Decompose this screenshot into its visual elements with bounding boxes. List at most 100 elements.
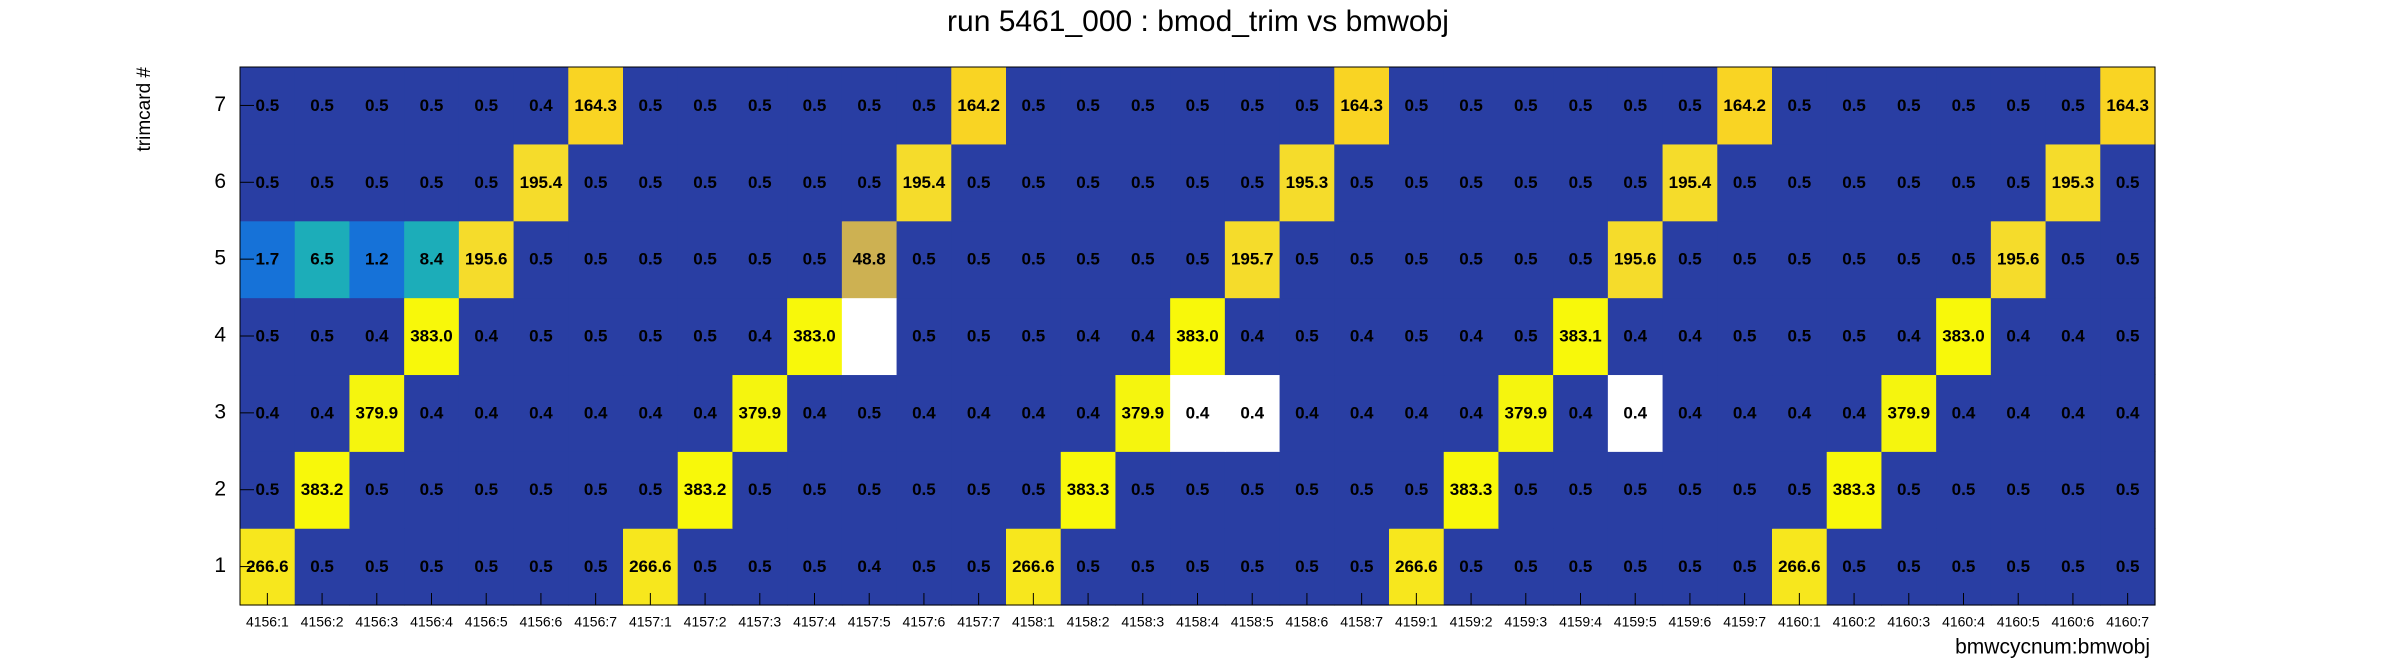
cell (1990, 297, 2047, 376)
cell-label: 0.4 (857, 557, 881, 576)
cell-label: 0.5 (1405, 250, 1429, 269)
cell-label: 0.5 (1733, 250, 1757, 269)
cell (458, 451, 515, 529)
cell-label: 0.5 (748, 96, 772, 115)
cell-label: 0.4 (1623, 326, 1647, 345)
cell (1772, 374, 1828, 452)
x-tick-label: 4157:6 (903, 614, 946, 630)
cell-label: 0.5 (1022, 326, 1046, 345)
cell-label: 0.4 (1076, 326, 1100, 345)
cell-label: 0.5 (693, 326, 717, 345)
x-tick-label: 4159:5 (1614, 614, 1657, 630)
cell-label: 0.4 (1405, 403, 1429, 422)
cell-label: 0.5 (1897, 557, 1921, 576)
cell (1498, 67, 1554, 145)
x-tick-label: 4157:4 (793, 614, 836, 630)
cell-label: 0.5 (1952, 480, 1976, 499)
cell (2100, 374, 2156, 452)
cell-label: 164.3 (574, 96, 617, 115)
cell (1170, 67, 1226, 145)
cell (951, 220, 1007, 299)
y-tick-label: 3 (214, 400, 226, 423)
cell-label: 0.5 (1076, 173, 1100, 192)
cell (841, 451, 898, 529)
cell-label: 0.5 (584, 557, 608, 576)
cell-label: 266.6 (1395, 557, 1438, 576)
cell (1662, 374, 1718, 452)
x-tick-label: 4156:5 (465, 614, 508, 630)
cell-label: 0.5 (1897, 250, 1921, 269)
cell-label: 0.4 (1678, 326, 1702, 345)
cell-label: 0.5 (1350, 557, 1374, 576)
cell (1607, 220, 1664, 299)
cell-label: 0.5 (529, 557, 553, 576)
cell-label: 0.5 (310, 96, 334, 115)
cell-label: 0.5 (967, 250, 991, 269)
cell-label: 195.6 (1997, 250, 2040, 269)
cell-label: 0.5 (2006, 557, 2030, 576)
cell (1881, 374, 1937, 452)
cell-label: 0.5 (474, 557, 498, 576)
cell-label: 0.5 (748, 250, 772, 269)
cell (1060, 528, 1117, 606)
cell-label: 0.5 (1514, 250, 1538, 269)
cell (732, 220, 788, 299)
cell-label: 0.4 (1842, 403, 1866, 422)
cell (1772, 220, 1828, 299)
cell (1115, 143, 1171, 222)
cell (732, 528, 788, 606)
cell (294, 451, 351, 529)
cell-label: 164.3 (1340, 96, 1383, 115)
cell (2045, 143, 2101, 222)
cell (1224, 143, 1281, 222)
cell-label: 164.2 (1723, 96, 1766, 115)
cell (1115, 220, 1171, 299)
cell-label: 0.5 (365, 173, 389, 192)
x-tick-label: 4158:1 (1012, 614, 1055, 630)
cell (623, 374, 679, 452)
cell (458, 297, 515, 376)
cell-label: 0.5 (857, 403, 881, 422)
cell-labels: 266.6 0.5 0.5 0.5 0.5 0.5 0.5 266.6 0.5 0.5 0.5 0.4… (246, 96, 2149, 576)
cell-label: 1.2 (365, 250, 389, 269)
cell (787, 220, 843, 299)
cell (1006, 67, 1062, 145)
cell-label: 0.5 (1131, 250, 1155, 269)
cell-label: 0.5 (365, 480, 389, 499)
cell-label: 0.4 (365, 326, 389, 345)
cell-label: 0.5 (1022, 250, 1046, 269)
cell-label: 0.5 (1459, 250, 1483, 269)
cell-label: 0.5 (1514, 173, 1538, 192)
x-tick-label: 4159:4 (1559, 614, 1602, 630)
cell-label: 0.5 (1240, 96, 1264, 115)
cell (2045, 528, 2101, 606)
cell (1006, 528, 1062, 606)
cell-label: 0.5 (529, 326, 553, 345)
y-tick-label: 1 (214, 554, 226, 577)
cell (1170, 528, 1226, 606)
cell-label: 0.4 (1240, 326, 1264, 345)
cell (1224, 451, 1281, 529)
x-axis-title: bmwcycnum:bmwobj (1955, 636, 2150, 659)
cell-label: 0.5 (1405, 326, 1429, 345)
cell (294, 67, 351, 145)
cell-label: 379.9 (356, 403, 399, 422)
cell (568, 220, 624, 299)
cell (1279, 451, 1335, 529)
cell (1224, 220, 1281, 299)
cell (1826, 374, 1883, 452)
cell-label: 0.4 (1897, 326, 1921, 345)
cell (2100, 451, 2156, 529)
cell (677, 374, 734, 452)
cell (1006, 297, 1062, 376)
cell-label: 48.8 (853, 250, 886, 269)
cell-label: 379.9 (1505, 403, 1548, 422)
cell (1772, 528, 1828, 606)
cell-label: 0.5 (256, 480, 280, 499)
cell-label: 0.4 (310, 403, 334, 422)
x-tick-label: 4159:3 (1504, 614, 1547, 630)
cell-label: 266.6 (629, 557, 672, 576)
x-tick-label: 4159:7 (1723, 614, 1766, 630)
cell-label: 0.5 (1952, 557, 1976, 576)
cell-label: 0.4 (1459, 403, 1483, 422)
